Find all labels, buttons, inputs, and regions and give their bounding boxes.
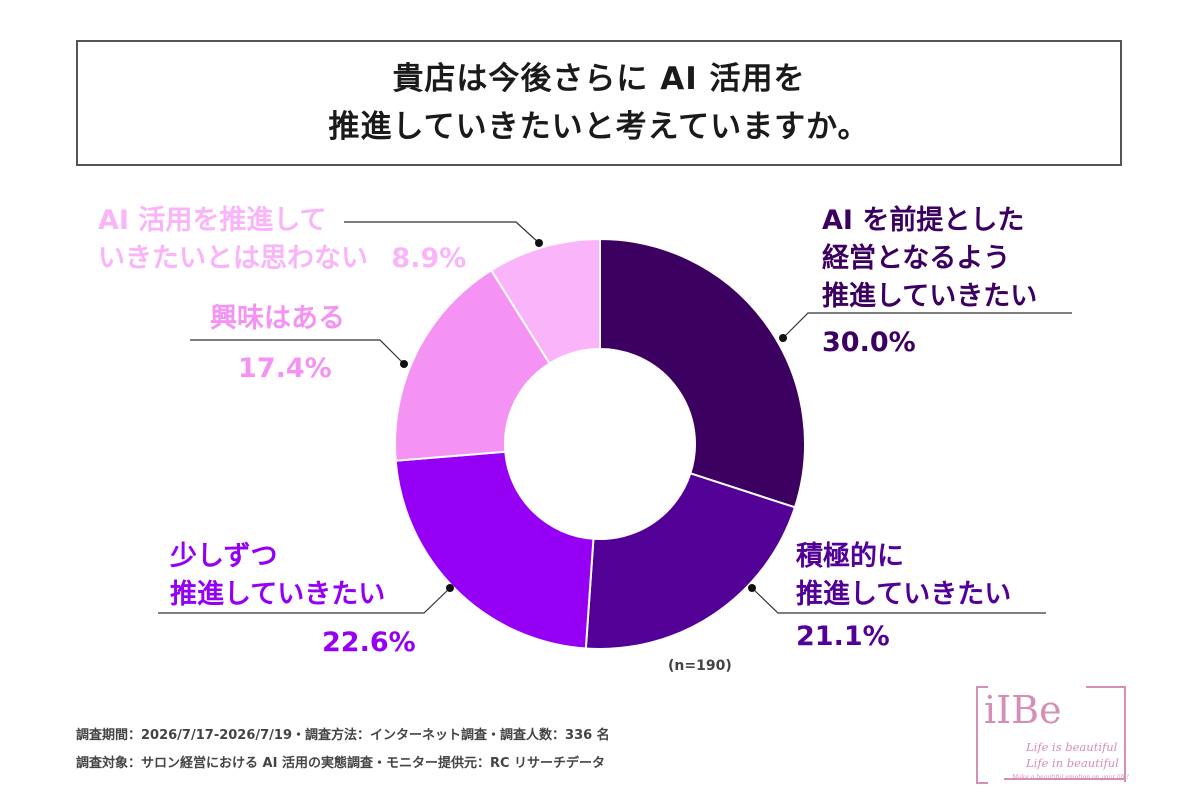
label-slice-4: 興味はある <box>210 300 345 338</box>
label-slice-3-line-2: 推進していきたい <box>170 579 386 610</box>
sample-size-note: (n=190) <box>668 658 732 674</box>
value-slice-5: 8.9% <box>391 243 467 274</box>
leader-dot-1 <box>779 334 787 342</box>
donut-slice-5 <box>489 237 601 365</box>
leader-line-3 <box>158 587 451 614</box>
chart-title-line-2: 推進していきたいと考えていますか。 <box>328 109 870 145</box>
leader-dot-5 <box>535 239 543 247</box>
logo-tagline-3: Make a beautiful emotion on your life! <box>1012 774 1129 781</box>
leader-line-2 <box>751 587 1046 614</box>
brand-logo: iIBe Life is beautiful Life in beautiful… <box>976 686 1129 784</box>
donut-slice-3 <box>394 450 595 650</box>
label-slice-1-line-3: 推進していきたい <box>822 281 1038 312</box>
value-slice-3: 22.6% <box>322 627 416 658</box>
label-slice-5-line-1: AI 活用を推進して <box>98 205 327 236</box>
leader-dot-3 <box>446 584 454 592</box>
footer-line-1: 調査期間：2026/7/17-2026/7/19・調査方法：インターネット調査・… <box>76 728 610 743</box>
leader-line-5 <box>344 221 540 244</box>
donut-slice-2 <box>584 472 797 650</box>
label-slice-3: 少しずつ 推進していきたい <box>170 538 385 614</box>
label-slice-1-line-1: AI を前提とした <box>822 205 1025 236</box>
value-slice-2: 21.1% <box>796 621 890 652</box>
label-slice-1: AI を前提とした 経営となるよう 推進していきたい 30.0% <box>822 202 1037 362</box>
label-slice-4-line-1: 興味はある <box>210 303 345 334</box>
label-slice-5: AI 活用を推進して いきたいとは思わない 8.9% <box>98 202 466 278</box>
logo-tagline-1: Life is beautiful <box>1026 740 1118 754</box>
label-slice-1-line-2: 経営となるよう <box>822 243 1011 274</box>
logo-wordmark: iIBe <box>984 688 1062 732</box>
leader-line-1 <box>782 312 1072 339</box>
value-slice-1: 30.0% <box>822 327 916 358</box>
label-slice-2: 積極的に 推進していきたい 21.1% <box>796 538 1011 656</box>
donut-slice-4 <box>394 268 551 462</box>
leader-line-4 <box>190 339 405 365</box>
leader-dot-2 <box>748 584 756 592</box>
label-slice-3-line-1: 少しずつ <box>170 541 278 572</box>
footer-line-2: 調査対象：サロン経営における AI 活用の実態調査・モニター提供元：RC リサー… <box>76 756 606 771</box>
chart-title-line-1: 貴店は今後さらに AI 活用を <box>392 61 806 97</box>
leader-dot-4 <box>400 360 408 368</box>
title-box: 貴店は今後さらに AI 活用を 推進していきたいと考えていますか。 <box>76 40 1122 166</box>
label-slice-2-line-1: 積極的に <box>796 541 904 572</box>
donut-slice-1 <box>599 237 806 509</box>
value-slice-4: 17.4% <box>238 353 332 384</box>
label-slice-5-line-2: いきたいとは思わない <box>98 243 368 274</box>
label-slice-2-line-2: 推進していきたい <box>796 579 1012 610</box>
logo-tagline-2: Life in beautiful <box>1026 756 1119 770</box>
